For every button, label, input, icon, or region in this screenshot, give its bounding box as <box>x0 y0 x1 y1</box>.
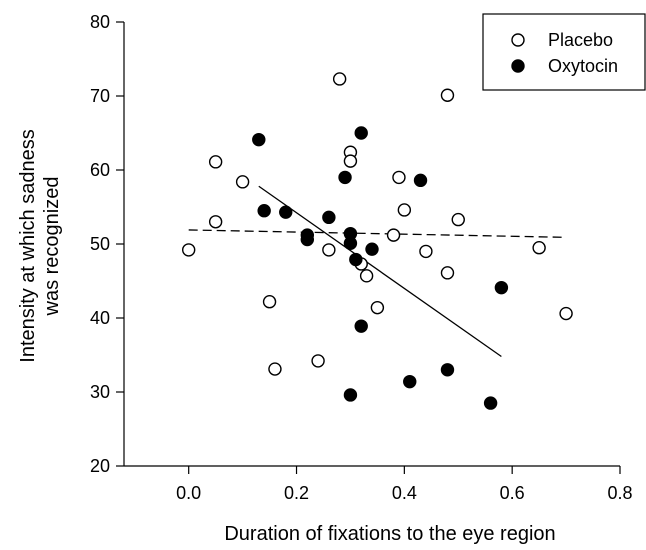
oxytocin-point <box>257 203 271 218</box>
x-axis-label: Duration of fixations to the eye region <box>224 523 555 545</box>
y-tick-label: 70 <box>90 86 110 106</box>
oxytocin-point <box>354 126 368 140</box>
y-axis-label-line: was recognized <box>41 177 63 317</box>
oxytocin-point <box>365 242 379 256</box>
oxytocin-point <box>483 396 498 410</box>
placebo-point <box>359 269 374 283</box>
y-axis-label: Intensity at which sadness was recognized <box>17 129 63 362</box>
placebo-point <box>322 243 336 257</box>
x-tick-label: 0.0 <box>176 483 201 503</box>
oxytocin-legend-marker <box>511 59 525 73</box>
oxytocin-point <box>343 388 358 402</box>
placebo-point <box>440 88 455 102</box>
placebo-point <box>532 240 546 255</box>
oxytocin-legend-label: Oxytocin <box>548 56 618 76</box>
oxytocin-point <box>279 205 293 219</box>
y-tick-label: 20 <box>90 456 110 476</box>
oxytocin-fit-line <box>258 185 502 358</box>
oxytocin-point <box>300 232 315 247</box>
oxytocin-point <box>440 363 455 377</box>
y-tick-label: 60 <box>90 160 110 180</box>
x-tick-label: 0.2 <box>284 483 309 503</box>
y-axis-label-line: Intensity at which sadness <box>17 129 39 362</box>
placebo-point <box>397 203 412 217</box>
y-tick-label: 40 <box>90 308 110 328</box>
oxytocin-point <box>343 236 358 250</box>
placebo-point <box>419 244 433 259</box>
placebo-legend-marker <box>511 33 525 47</box>
x-tick-label: 0.6 <box>500 483 525 503</box>
placebo-point <box>370 300 385 315</box>
y-tick-label: 80 <box>90 12 110 32</box>
placebo-point <box>268 362 282 376</box>
y-tick-label: 50 <box>90 234 110 254</box>
x-tick-label: 0.4 <box>392 483 417 503</box>
placebo-point <box>332 72 347 86</box>
placebo-point <box>386 228 401 242</box>
oxytocin-point <box>354 319 368 333</box>
x-tick-label: 0.8 <box>607 483 632 503</box>
placebo-point <box>208 155 223 169</box>
fit-lines <box>188 185 567 358</box>
oxytocin-point <box>413 173 428 188</box>
placebo-point <box>343 154 358 168</box>
oxytocin-point <box>338 170 352 185</box>
oxytocin-point <box>403 374 417 389</box>
placebo-point <box>451 212 465 227</box>
oxytocin-point <box>349 252 363 267</box>
placebo-point <box>181 243 196 257</box>
axes: 20 30 40 50 60 70 80 0.0 0.2 0.4 0.6 0.8 <box>90 12 633 503</box>
placebo-point <box>208 215 223 229</box>
placebo-point <box>311 354 325 368</box>
placebo-point <box>392 170 406 185</box>
oxytocin-point <box>252 132 266 147</box>
oxytocin-point <box>322 210 336 225</box>
oxytocin-point <box>494 280 509 295</box>
legend-box <box>482 13 646 91</box>
placebo-point <box>559 306 573 321</box>
placebo-fit-line <box>188 229 567 238</box>
placebo-legend-label: Placebo <box>548 30 613 50</box>
data-points <box>181 72 573 410</box>
placebo-point <box>262 295 277 309</box>
y-tick-label: 30 <box>90 382 110 402</box>
placebo-point <box>235 175 250 189</box>
placebo-point <box>440 266 455 280</box>
legend: Placebo Oxytocin <box>482 13 646 91</box>
